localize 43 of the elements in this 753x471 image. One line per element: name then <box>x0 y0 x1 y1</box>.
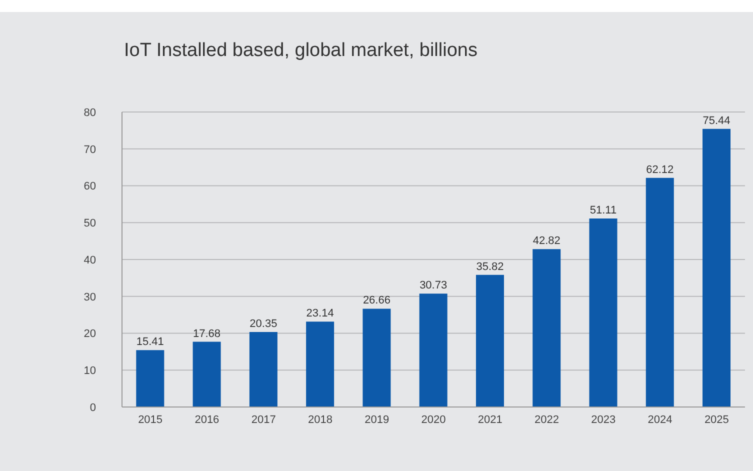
data-label: 51.11 <box>590 204 617 217</box>
x-tick-label: 2018 <box>308 414 332 426</box>
bar <box>136 350 164 407</box>
y-tick-label: 30 <box>84 291 96 304</box>
x-tick-label: 2016 <box>194 414 220 426</box>
data-label: 62.12 <box>646 164 674 176</box>
data-label: 20.35 <box>250 318 278 330</box>
bar <box>646 178 674 407</box>
y-tick-label: 80 <box>84 106 96 119</box>
x-tick-label: 2025 <box>704 414 729 426</box>
y-tick-label: 10 <box>84 365 96 378</box>
data-label: 26.66 <box>362 294 390 307</box>
x-tick-label: 2019 <box>364 414 390 426</box>
x-tick-label: 2024 <box>648 414 672 426</box>
data-label: 15.41 <box>136 336 164 348</box>
bar <box>532 249 561 407</box>
data-label: 17.68 <box>193 328 221 340</box>
data-label: 23.14 <box>306 308 334 320</box>
y-tick-label: 60 <box>84 180 96 193</box>
y-tick-label: 20 <box>84 328 96 340</box>
bar <box>589 218 618 407</box>
data-label: 30.73 <box>420 280 448 292</box>
data-label: 42.82 <box>532 235 560 248</box>
bar <box>476 274 504 407</box>
x-tick-label: 2017 <box>251 414 276 426</box>
y-tick-label: 50 <box>84 218 96 230</box>
y-tick-label: 40 <box>84 254 96 266</box>
x-tick-label: 2022 <box>534 414 560 426</box>
y-tick-label: 0 <box>90 402 96 414</box>
chart-title: IoT Installed based, global market, billions <box>124 40 478 62</box>
data-label: 35.82 <box>476 260 504 273</box>
bar <box>362 308 391 407</box>
bar <box>306 322 334 407</box>
bar <box>192 342 221 407</box>
bar <box>702 128 731 407</box>
y-tick-label: 70 <box>84 144 96 156</box>
bar <box>249 332 278 407</box>
x-tick-label: 2020 <box>421 414 446 426</box>
x-tick-label: 2015 <box>138 414 163 426</box>
bar <box>419 294 448 407</box>
x-tick-label: 2021 <box>478 414 502 426</box>
data-label: 75.44 <box>702 114 730 127</box>
x-tick-label: 2023 <box>591 414 616 426</box>
